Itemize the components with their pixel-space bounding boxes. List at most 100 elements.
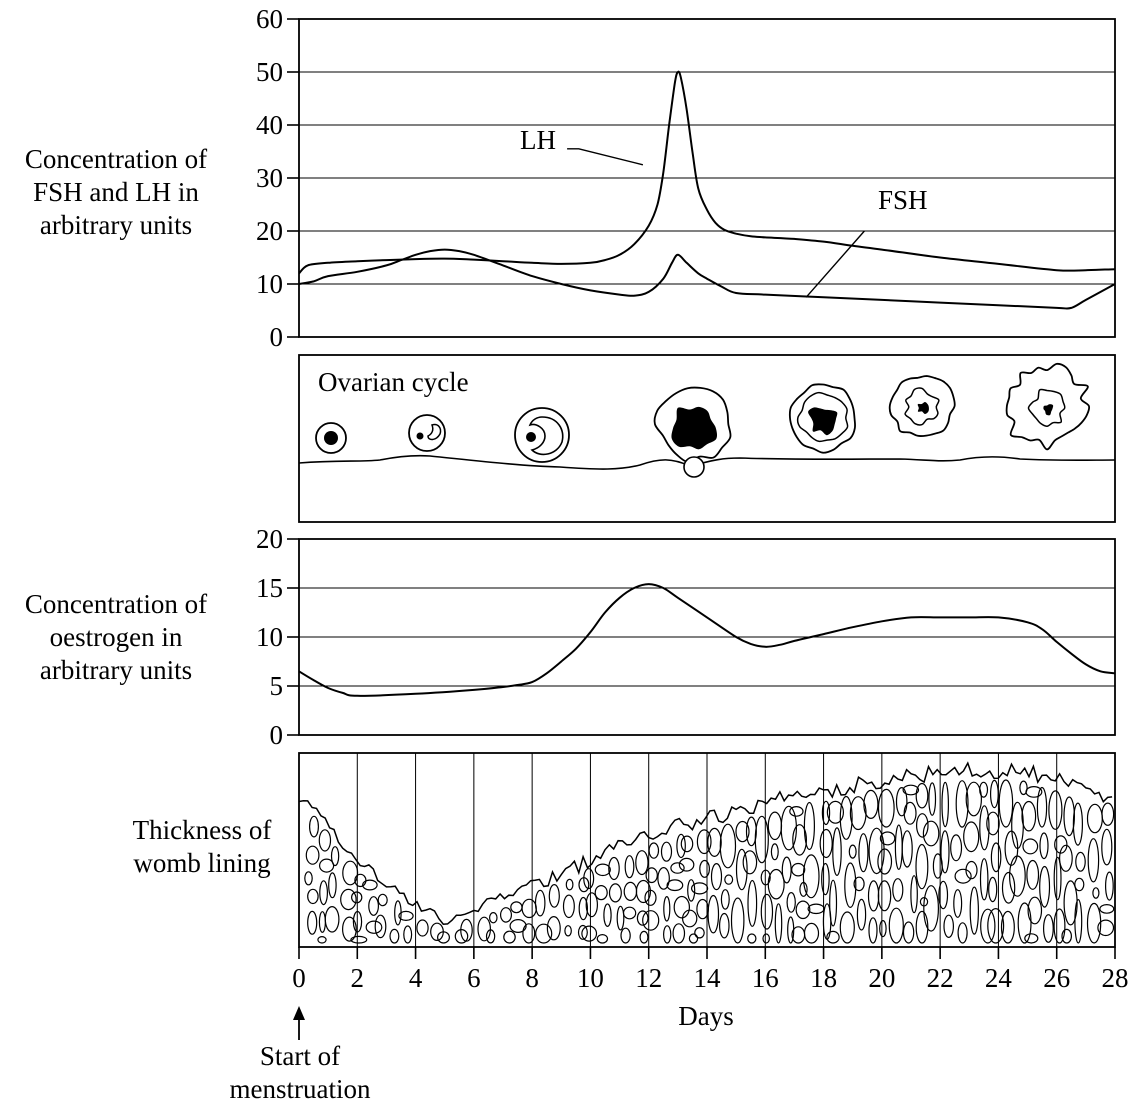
lh-series-line bbox=[298, 70, 1116, 275]
gland bbox=[745, 816, 757, 847]
start-of-menstruation-label: Start of menstruation bbox=[196, 1040, 404, 1106]
gland bbox=[943, 914, 954, 939]
ovary-frame bbox=[298, 354, 1116, 523]
gland bbox=[1019, 780, 1028, 796]
gland bbox=[1053, 856, 1062, 901]
gland bbox=[895, 787, 908, 817]
gland bbox=[762, 933, 771, 944]
corpus-luteum-core bbox=[808, 407, 838, 436]
gland bbox=[767, 868, 785, 900]
growing-follicle-oocyte bbox=[416, 432, 424, 440]
gland bbox=[990, 842, 1002, 873]
gland bbox=[682, 909, 698, 928]
gland bbox=[807, 903, 825, 915]
gland bbox=[938, 880, 949, 910]
fsh-lh-label-line-2: FSH and LH in bbox=[33, 177, 199, 207]
gland bbox=[735, 820, 750, 843]
y-tick-label: 50 bbox=[256, 57, 283, 87]
gland bbox=[781, 856, 792, 884]
gland bbox=[460, 918, 473, 942]
gland bbox=[990, 779, 999, 809]
gland bbox=[522, 923, 536, 944]
lh-leader-line bbox=[567, 148, 644, 166]
x-tick-label: 28 bbox=[1102, 963, 1129, 993]
x-tick-label: 18 bbox=[810, 963, 837, 993]
gland bbox=[1099, 904, 1115, 914]
gland bbox=[1039, 865, 1051, 908]
gland bbox=[1101, 802, 1115, 826]
gland bbox=[403, 925, 413, 944]
secondary-follicle bbox=[514, 407, 570, 463]
gland bbox=[623, 881, 638, 902]
gland bbox=[979, 858, 989, 901]
gland bbox=[657, 867, 670, 890]
gland bbox=[663, 925, 672, 944]
x-tick-label: 24 bbox=[985, 963, 1013, 993]
gland bbox=[998, 779, 1014, 828]
secondary-follicle-oocyte bbox=[526, 432, 536, 442]
gland bbox=[534, 889, 546, 917]
growing-follicle bbox=[408, 414, 446, 452]
gland bbox=[928, 782, 937, 816]
gland bbox=[564, 925, 572, 937]
gland bbox=[319, 858, 335, 873]
secondary-follicle-antrum bbox=[528, 416, 564, 456]
gland bbox=[594, 863, 611, 877]
oestrogen-label-line-1: Concentration of bbox=[24, 589, 208, 619]
gland bbox=[1042, 914, 1054, 943]
gland bbox=[680, 835, 694, 853]
gland bbox=[365, 920, 383, 934]
gland bbox=[581, 925, 598, 942]
gland bbox=[955, 780, 969, 828]
y-tick-label: 10 bbox=[256, 269, 283, 299]
y-tick-label: 15 bbox=[256, 573, 283, 603]
plot-frame bbox=[298, 18, 1116, 338]
gland bbox=[1054, 835, 1068, 854]
gland bbox=[839, 795, 853, 840]
gland bbox=[603, 903, 612, 927]
gland bbox=[636, 910, 649, 926]
gland bbox=[500, 907, 513, 923]
gland bbox=[868, 827, 885, 875]
gland bbox=[688, 933, 699, 944]
gland bbox=[374, 914, 387, 939]
gland bbox=[596, 933, 609, 944]
gland bbox=[747, 879, 758, 927]
gland bbox=[719, 823, 737, 869]
fsh-lh-axis-label: Concentration of FSH and LH in arbitrary… bbox=[0, 143, 232, 242]
gland bbox=[1026, 859, 1040, 890]
mature-follicle-blood-clot bbox=[671, 406, 718, 450]
gland bbox=[577, 924, 588, 940]
gland bbox=[760, 893, 774, 930]
gland bbox=[546, 916, 561, 941]
corpus-albicans-outer bbox=[1005, 362, 1091, 451]
gland bbox=[690, 882, 709, 895]
gland bbox=[877, 788, 895, 828]
oestrogen-chart: 0 5 10 15 20 bbox=[256, 524, 1116, 750]
gland bbox=[1025, 786, 1043, 798]
ovarian-cycle-panel bbox=[298, 354, 1116, 523]
gland bbox=[503, 930, 516, 944]
gland bbox=[963, 821, 980, 853]
days-axis: 0 2 4 6 8 10 12 14 16 18 20 22 24 26 28 bbox=[292, 947, 1129, 1040]
gland bbox=[957, 922, 968, 944]
corpus-albicans-inner bbox=[1027, 388, 1066, 427]
fsh-series-line bbox=[298, 248, 1116, 310]
gland bbox=[707, 827, 722, 858]
gland bbox=[624, 855, 635, 879]
corpus-albicans-core bbox=[1043, 404, 1054, 416]
gland bbox=[829, 879, 838, 927]
gland bbox=[678, 857, 695, 872]
gland bbox=[1092, 887, 1100, 899]
gland bbox=[699, 859, 710, 878]
gland bbox=[1058, 844, 1073, 872]
gland bbox=[318, 829, 332, 852]
start-label-line-2: menstruation bbox=[229, 1074, 371, 1104]
gland bbox=[578, 896, 589, 921]
gland bbox=[780, 805, 798, 851]
gland bbox=[510, 901, 523, 914]
gland bbox=[770, 843, 779, 861]
gland bbox=[1074, 877, 1085, 892]
gland bbox=[642, 910, 660, 931]
oestrogen-label-line-2: oestrogen in bbox=[49, 622, 183, 652]
